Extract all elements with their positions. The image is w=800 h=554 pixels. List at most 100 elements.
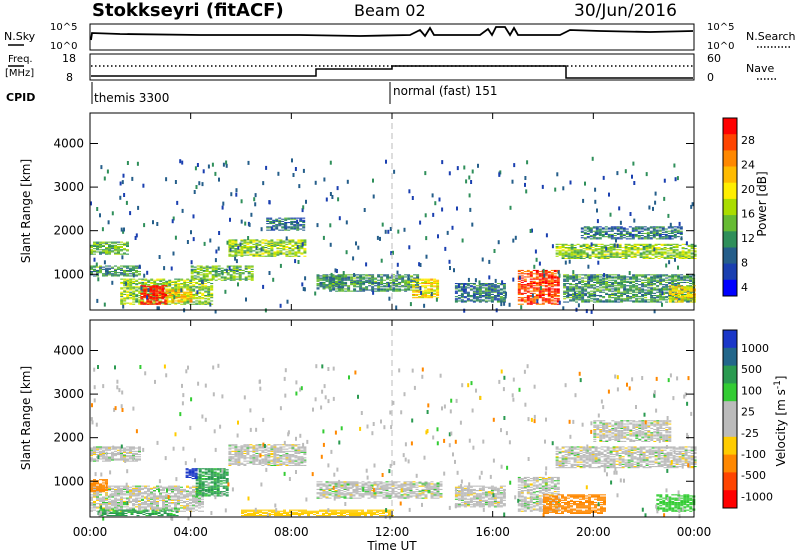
data-cell — [255, 252, 259, 254]
data-cell — [111, 247, 114, 249]
data-cell — [617, 297, 621, 299]
data-cell — [675, 252, 679, 254]
data-cell — [587, 283, 591, 285]
data-cell — [660, 248, 664, 250]
data-cell — [569, 180, 572, 185]
data-cell — [677, 300, 681, 302]
data-cell — [671, 289, 675, 291]
data-cell — [93, 245, 96, 247]
data-cell — [403, 227, 406, 232]
data-cell — [240, 247, 244, 249]
data-cell — [680, 285, 684, 287]
data-cell — [211, 275, 215, 277]
data-cell — [186, 240, 189, 244]
data-cell — [676, 231, 680, 233]
data-cell — [641, 275, 645, 277]
data-cell — [303, 240, 307, 242]
data-cell — [90, 458, 93, 460]
data-cell — [279, 253, 283, 255]
data-cell — [631, 238, 635, 240]
data-cell — [463, 283, 467, 285]
data-cell — [90, 266, 93, 268]
data-cell — [424, 278, 428, 280]
data-cell — [632, 293, 636, 295]
data-cell — [398, 274, 402, 276]
data-cell — [668, 290, 672, 292]
data-cell — [611, 285, 615, 287]
data-cell — [628, 231, 632, 233]
data-cell — [647, 299, 651, 301]
data-cell — [165, 283, 169, 285]
data-cell — [625, 228, 629, 230]
data-cell — [529, 295, 533, 297]
data-cell — [550, 299, 554, 301]
data-cell — [155, 295, 159, 297]
data-cell — [341, 287, 345, 289]
data-cell — [579, 256, 583, 258]
data-cell — [168, 285, 172, 287]
data-cell — [523, 284, 527, 286]
data-cell — [132, 273, 135, 278]
data-cell — [284, 223, 288, 225]
data-cell — [605, 278, 609, 280]
data-cell — [659, 275, 663, 277]
data-cell — [623, 289, 627, 291]
data-cell — [556, 295, 560, 297]
data-cell — [550, 275, 554, 277]
data-cell — [111, 452, 114, 454]
data-cell — [108, 249, 111, 251]
data-cell — [401, 280, 405, 282]
data-cell — [639, 248, 643, 250]
data-cell — [129, 285, 133, 287]
data-cell — [538, 285, 542, 287]
data-cell — [642, 249, 646, 251]
data-cell — [532, 296, 536, 298]
data-cell — [143, 286, 147, 288]
data-cell — [392, 276, 396, 278]
data-cell — [288, 253, 292, 255]
data-cell — [490, 290, 494, 292]
data-cell — [140, 296, 144, 298]
data-cell — [637, 235, 641, 237]
data-cell — [648, 205, 651, 210]
data-cell — [690, 248, 694, 250]
data-cell — [192, 288, 196, 290]
data-cell — [149, 293, 153, 295]
data-cell — [595, 231, 599, 233]
data-cell — [622, 228, 626, 230]
data-cell — [235, 273, 239, 275]
data-cell — [608, 286, 612, 288]
data-cell — [659, 276, 663, 278]
data-cell — [199, 274, 203, 276]
data-cell — [693, 250, 697, 252]
data-cell — [605, 293, 609, 295]
data-cell — [103, 260, 106, 265]
data-cell — [615, 238, 617, 243]
data-cell — [340, 288, 344, 290]
data-cell — [234, 248, 238, 250]
data-cell — [389, 227, 392, 231]
data-cell — [494, 278, 497, 283]
data-cell — [647, 290, 651, 292]
data-cell — [108, 274, 111, 276]
data-cell — [365, 275, 369, 277]
data-cell — [183, 295, 187, 297]
data-cell — [143, 285, 147, 287]
data-cell — [629, 278, 633, 280]
data-cell — [668, 299, 672, 301]
data-cell — [645, 243, 649, 245]
data-cell — [617, 298, 621, 300]
data-cell — [410, 284, 414, 286]
data-cell — [526, 295, 530, 297]
data-cell — [572, 292, 576, 294]
data-cell — [297, 250, 301, 252]
data-cell — [281, 223, 285, 225]
data-cell — [123, 447, 126, 449]
data-cell — [626, 280, 630, 282]
data-cell — [564, 250, 568, 252]
data-cell — [427, 292, 431, 294]
data-cell — [643, 228, 647, 230]
data-cell — [520, 292, 524, 294]
data-cell — [111, 274, 114, 276]
data-cell — [421, 278, 425, 280]
